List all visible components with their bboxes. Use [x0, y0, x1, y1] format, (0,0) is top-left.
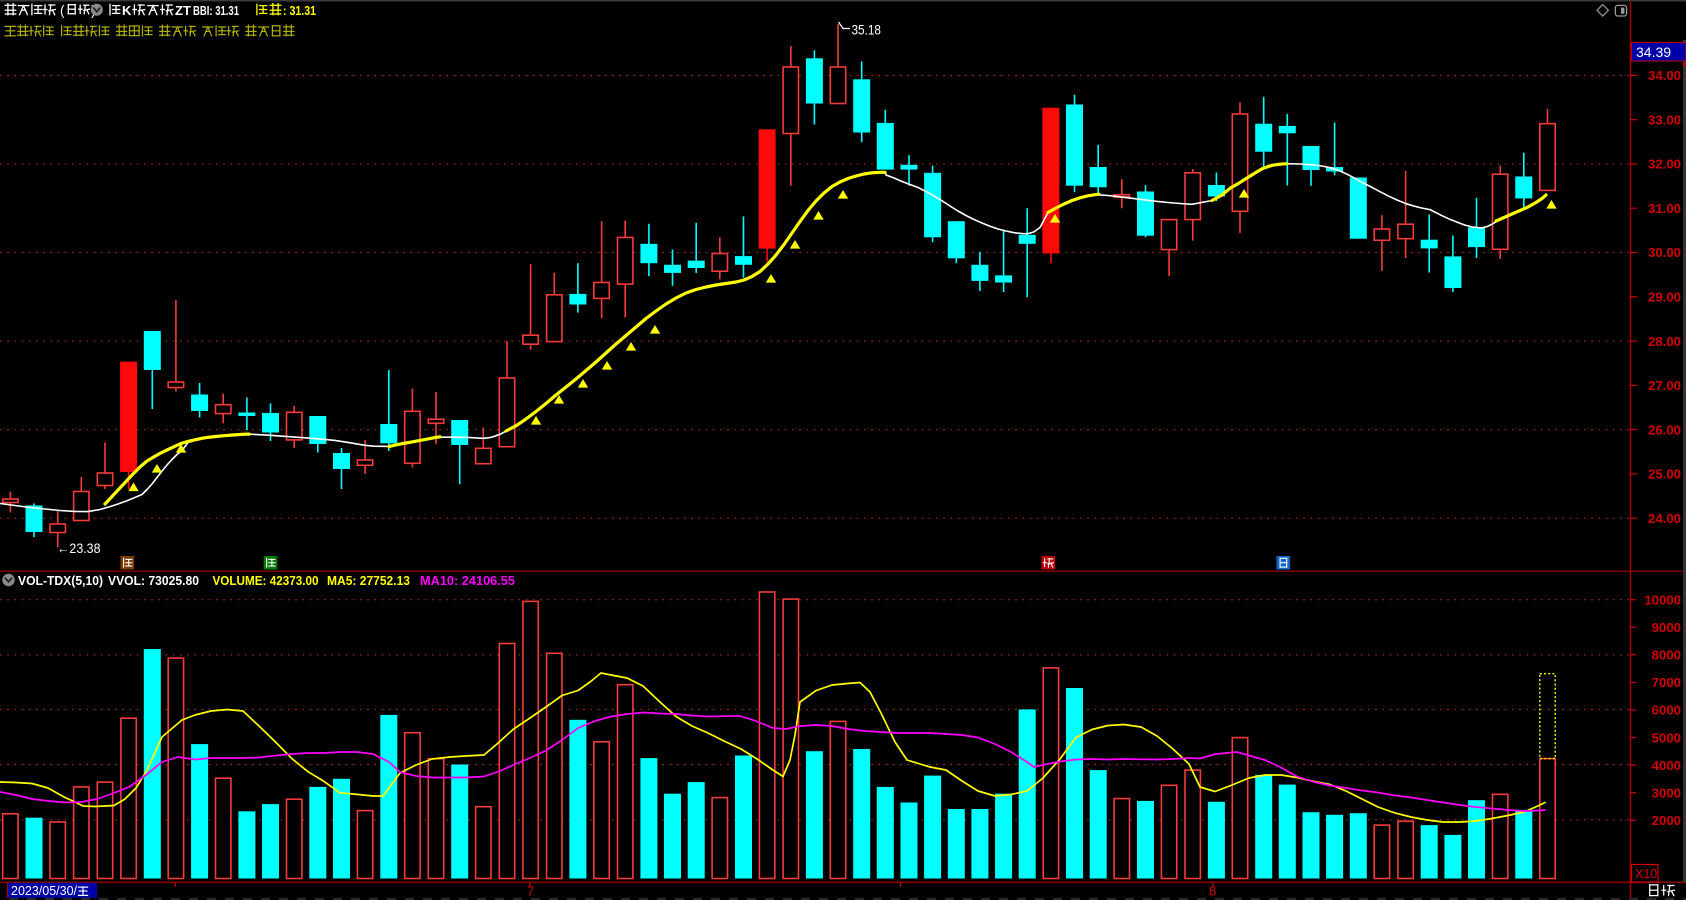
svg-text:BBI: 31.31: BBI: 31.31: [193, 3, 239, 18]
svg-text:29.00: 29.00: [1648, 290, 1681, 305]
svg-text:31.00: 31.00: [1648, 201, 1681, 216]
svg-text:25.00: 25.00: [1648, 467, 1681, 482]
svg-text:K: K: [122, 3, 132, 18]
svg-text:: 31.31: : 31.31: [283, 3, 316, 18]
svg-text:33.00: 33.00: [1648, 112, 1681, 127]
svg-text:10000: 10000: [1644, 592, 1681, 607]
svg-text:30.00: 30.00: [1648, 245, 1681, 260]
svg-text:X10: X10: [1635, 867, 1657, 881]
svg-text:34.39: 34.39: [1636, 44, 1671, 60]
svg-text:24.00: 24.00: [1648, 511, 1681, 526]
svg-text:ZT: ZT: [175, 3, 191, 18]
svg-text:3000: 3000: [1652, 785, 1681, 800]
svg-text:26.00: 26.00: [1648, 422, 1681, 437]
svg-text:MA10: 24106.55: MA10: 24106.55: [420, 573, 515, 588]
svg-text:2023/05/30/: 2023/05/30/: [11, 883, 77, 898]
svg-text:VOLUME: 42373.00: VOLUME: 42373.00: [213, 573, 319, 588]
svg-text:4000: 4000: [1652, 758, 1681, 773]
svg-text:5000: 5000: [1652, 730, 1681, 745]
svg-text:27.00: 27.00: [1648, 378, 1681, 393]
svg-text:MA5: 27752.13: MA5: 27752.13: [327, 573, 410, 588]
svg-text:VOL-TDX(5,10): VOL-TDX(5,10): [18, 573, 103, 588]
svg-text:28.00: 28.00: [1648, 334, 1681, 349]
svg-text:34.00: 34.00: [1648, 68, 1681, 83]
svg-text:7: 7: [527, 884, 534, 899]
svg-text:6000: 6000: [1652, 703, 1681, 718]
svg-text:2000: 2000: [1652, 813, 1681, 828]
svg-text:32.00: 32.00: [1648, 157, 1681, 172]
svg-text:9000: 9000: [1652, 620, 1681, 635]
svg-text:VVOL: 73025.80: VVOL: 73025.80: [108, 573, 199, 588]
svg-text:7000: 7000: [1652, 675, 1681, 690]
svg-text:8000: 8000: [1652, 648, 1681, 663]
svg-text:35.18: 35.18: [852, 23, 882, 38]
svg-text:8: 8: [1209, 884, 1216, 899]
svg-text:←23.38: ←23.38: [57, 541, 101, 556]
svg-text:(: (: [60, 3, 65, 18]
